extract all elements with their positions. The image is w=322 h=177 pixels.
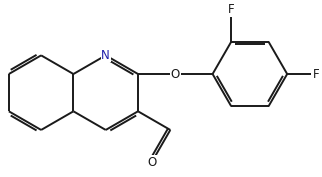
Text: N: N (101, 49, 110, 62)
Text: F: F (313, 67, 319, 81)
Text: F: F (228, 3, 234, 16)
Text: O: O (171, 67, 180, 81)
Text: O: O (147, 156, 156, 169)
